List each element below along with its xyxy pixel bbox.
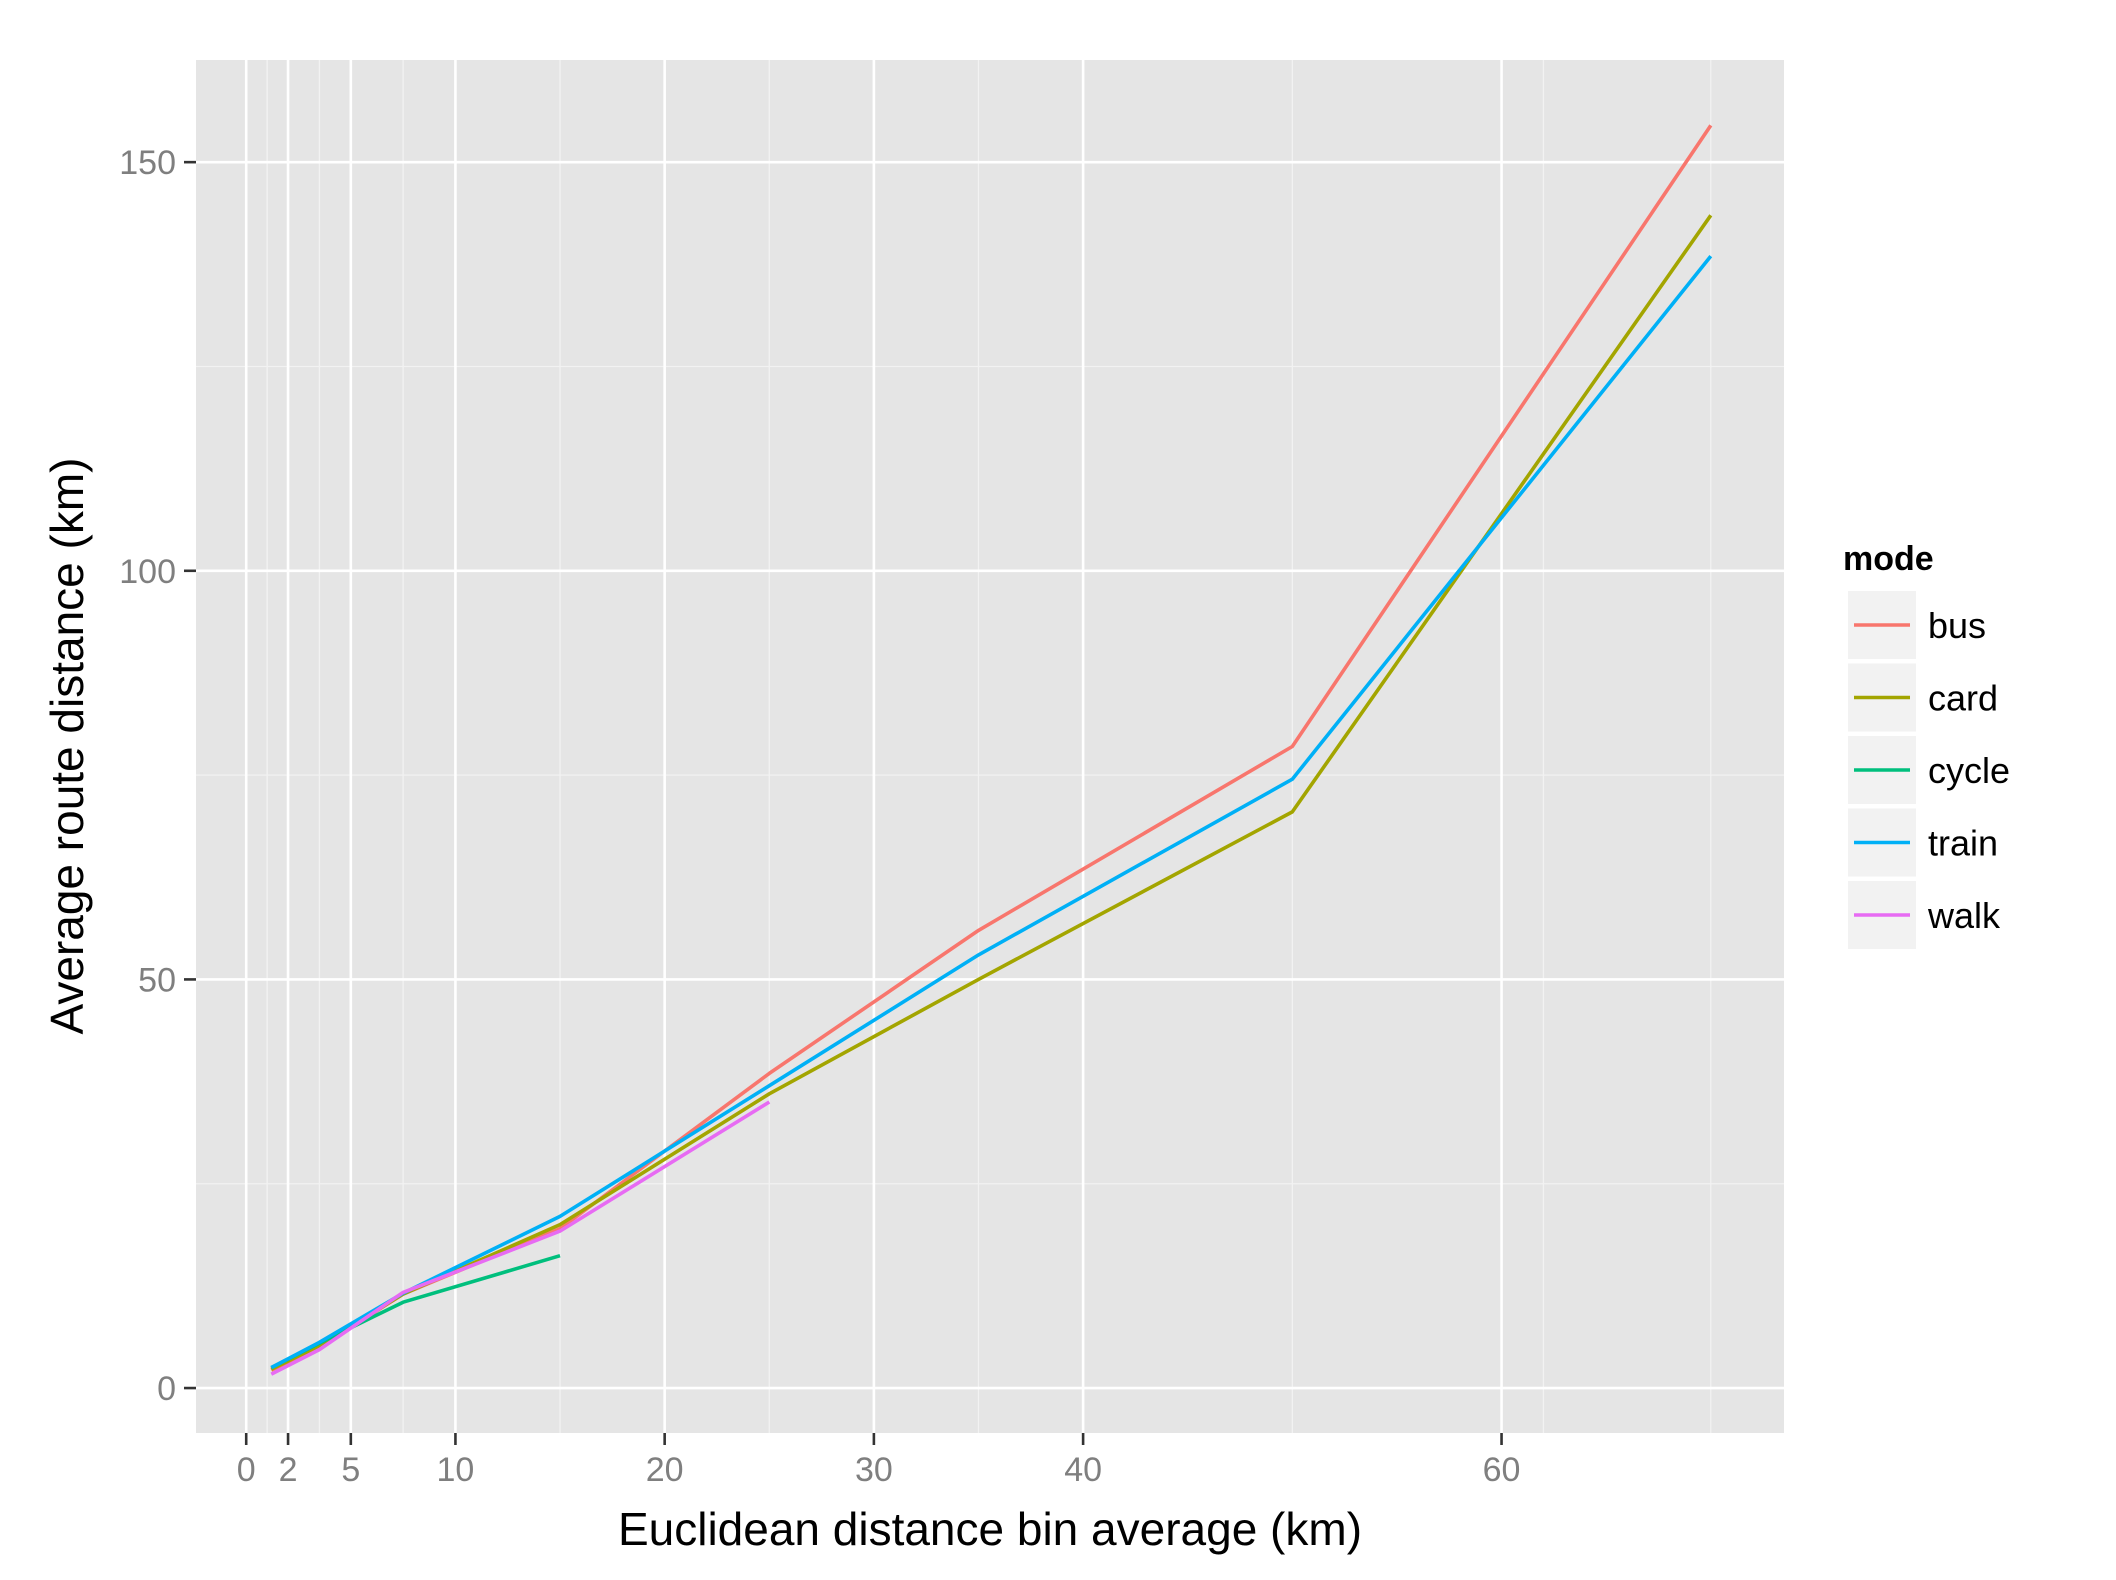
series-line-train [270, 254, 1713, 1370]
y-tick-label: 150 [119, 144, 176, 182]
y-axis: 0 50 100 150 [119, 144, 196, 1408]
major-gridlines [196, 60, 1784, 1433]
minor-gridlines [196, 60, 1784, 1433]
x-axis: 0 2 5 10 20 30 40 60 [237, 1433, 1521, 1489]
x-tick-label: 5 [341, 1451, 360, 1489]
legend-label-bus: bus [1928, 605, 1986, 646]
y-axis-title: Average route distance (km) [41, 458, 93, 1035]
legend-label-card: card [1928, 678, 1998, 719]
x-tick-label: 2 [279, 1451, 298, 1489]
legend-label-cycle: cycle [1928, 750, 2010, 791]
legend-label-train: train [1928, 823, 1998, 864]
x-tick-label: 20 [646, 1451, 684, 1489]
plot-panel [196, 60, 1784, 1433]
legend-title: mode [1843, 540, 1934, 578]
y-tick-label: 0 [157, 1370, 176, 1408]
x-tick-label: 40 [1064, 1451, 1102, 1489]
x-tick-label: 0 [237, 1451, 256, 1489]
y-tick-label: 50 [138, 961, 176, 999]
x-tick-label: 30 [855, 1451, 893, 1489]
y-tick-label: 100 [119, 553, 176, 591]
x-axis-title: Euclidean distance bin average (km) [618, 1503, 1362, 1555]
series-line-walk [270, 1100, 771, 1376]
x-tick-label: 10 [437, 1451, 475, 1489]
x-tick-label: 60 [1483, 1451, 1521, 1489]
legend: mode bus card cycle train walk [1843, 540, 2010, 949]
legend-label-walk: walk [1927, 895, 2001, 936]
series-lines [270, 124, 1713, 1376]
